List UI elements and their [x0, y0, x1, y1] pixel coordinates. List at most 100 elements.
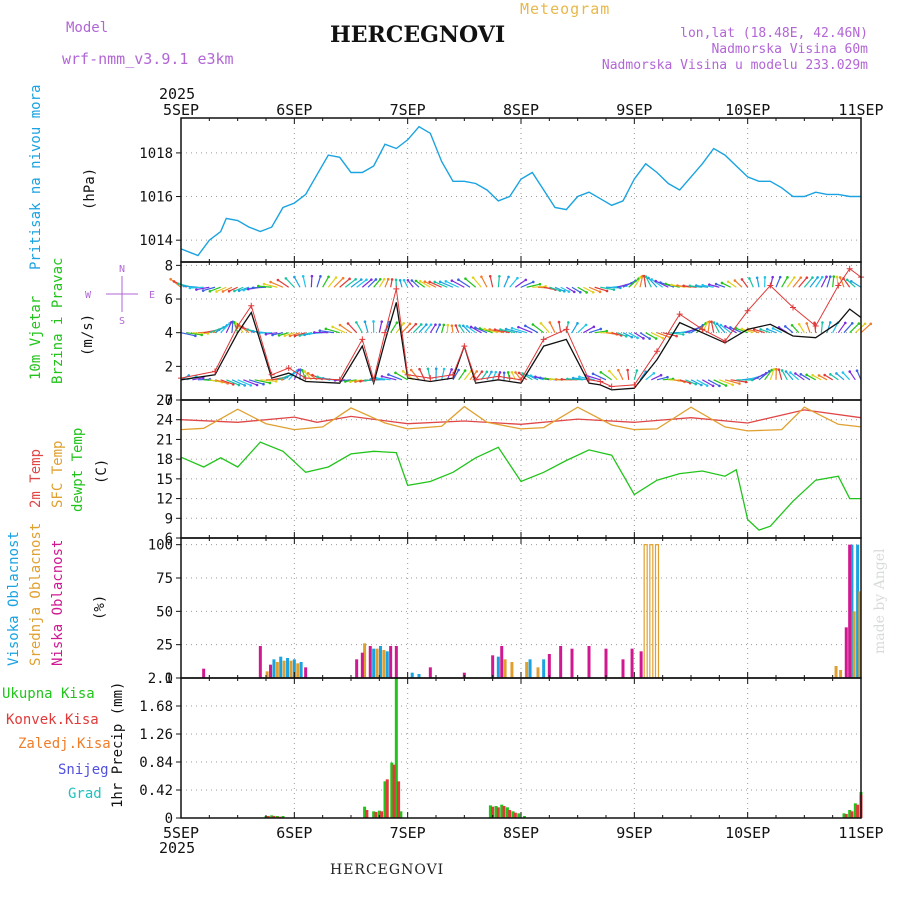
- wind-arrow: [696, 285, 709, 288]
- wind-arrow-head: [488, 328, 492, 331]
- wind-gust-marker: [268, 371, 275, 378]
- wind-arrow: [410, 369, 420, 381]
- wind-arrow-head: [797, 322, 801, 326]
- wind-arrow-head: [724, 384, 728, 387]
- wind-arrow: [344, 278, 356, 288]
- cloud-mid-bar: [289, 660, 293, 678]
- wind-arrow: [500, 328, 516, 334]
- wind-arrow-head: [247, 287, 250, 291]
- wind-arrow-head: [825, 275, 828, 279]
- cloud-mid-bar: [510, 662, 514, 678]
- wind-arrow: [715, 283, 726, 288]
- wind-speed-line: [180, 302, 862, 391]
- precip-conv-bar: [496, 807, 500, 818]
- wind-arrow: [361, 279, 372, 288]
- wind-arrow: [798, 323, 805, 333]
- wind-gust-marker: [393, 285, 400, 292]
- precip-frz-label: Zaledj.Kisa: [18, 736, 111, 752]
- wind-arrow-head: [681, 333, 685, 336]
- wind-arrow-head: [650, 278, 654, 281]
- precip-conv-bar: [392, 764, 396, 818]
- cloud-low-bar: [258, 646, 262, 678]
- wind-arrow: [571, 286, 581, 293]
- wind-arrow-head: [626, 368, 629, 372]
- wind-arrow: [285, 277, 295, 288]
- wind-arrow-head: [738, 382, 741, 385]
- y-tick-label: 0: [165, 811, 173, 827]
- wind-arrow-head: [612, 288, 616, 291]
- cloud-mid-bar: [382, 650, 386, 678]
- precip-total-bar: [511, 811, 515, 818]
- wind-arrow: [302, 276, 307, 288]
- wind-arrow-head: [592, 325, 596, 329]
- wind-arrow: [327, 277, 337, 288]
- wind-arrow-head: [227, 289, 231, 293]
- wind-arrow: [390, 279, 393, 288]
- wind-arrow-head: [480, 370, 484, 373]
- wind-arrow-head: [277, 334, 281, 337]
- wind-arrow: [189, 286, 204, 289]
- wind-arrow-head: [359, 278, 363, 281]
- wind-arrow: [509, 277, 518, 288]
- wind-arrow: [214, 379, 228, 384]
- wind-arrow-head: [805, 373, 808, 377]
- wind-gust-marker: [212, 368, 218, 375]
- x-tick-label-top: 10SEP: [725, 101, 770, 119]
- y-tick-label: 12: [156, 492, 173, 508]
- wind-arrow-head: [478, 327, 482, 330]
- wind-arrow-head: [516, 276, 519, 280]
- wind-arrow-head: [771, 327, 775, 330]
- wind-arrow: [854, 323, 866, 334]
- wind-arrow-head: [591, 290, 595, 294]
- wind-arrow: [673, 379, 685, 383]
- wind-arrow-head: [306, 371, 310, 375]
- wind-arrow: [222, 286, 233, 293]
- wind-arrow: [617, 369, 624, 381]
- wind-arrow: [472, 277, 482, 288]
- wind-arrow: [325, 328, 340, 334]
- wind-arrow: [696, 379, 708, 387]
- wind-arrow-head: [794, 372, 797, 375]
- wind-arrow: [192, 377, 204, 381]
- wind-arrow-head: [724, 325, 727, 328]
- wind-arrow-head: [863, 322, 867, 326]
- wind-arrow-head: [284, 277, 288, 280]
- wind-arrow-head: [177, 282, 180, 286]
- wind-arrow: [849, 371, 856, 381]
- wind-arrow: [484, 328, 499, 334]
- y-tick-label: 0.84: [139, 755, 173, 771]
- wind-arrow-head: [585, 291, 588, 294]
- compass-n: N: [119, 264, 125, 275]
- wind-arrow: [713, 379, 727, 387]
- x-tick-label-bottom: 5SEP: [163, 824, 199, 842]
- wind-arrow-head: [784, 370, 788, 373]
- wind-arrow: [401, 323, 411, 334]
- frame-layer: [176, 117, 862, 819]
- wind-arrow: [525, 325, 539, 334]
- wind-gust-marker: [427, 375, 434, 382]
- cloud-mid-bar: [839, 670, 843, 678]
- wind-arrow-head: [845, 278, 849, 282]
- cloud-low-bar: [630, 648, 634, 678]
- wind-arrow: [183, 285, 199, 288]
- wind-arrow-head: [450, 368, 453, 371]
- cloud-low-bar: [368, 646, 372, 678]
- wind-arrow: [390, 322, 398, 333]
- wind-arrow: [772, 327, 782, 334]
- wind-arrow-head: [402, 321, 405, 325]
- wind-arrow-head: [705, 384, 709, 387]
- cloud-low-bar: [304, 667, 308, 678]
- wind-arrow-head: [410, 279, 414, 282]
- wind-gust-marker: [285, 365, 292, 372]
- x-tick-label-bottom: 10SEP: [725, 824, 770, 842]
- wind-arrow-head: [654, 279, 658, 283]
- wind-arrow-head: [255, 383, 259, 387]
- wind-arrow-head: [789, 371, 792, 374]
- wind-arrow-head: [630, 335, 634, 339]
- wind-arrow: [795, 373, 805, 381]
- wind-arrow: [748, 278, 754, 288]
- y-tick-label: 8: [165, 258, 173, 274]
- cloud-low-bar: [547, 654, 551, 678]
- wind-arrow-head: [338, 323, 342, 327]
- y-tick-label: 1.26: [139, 727, 173, 743]
